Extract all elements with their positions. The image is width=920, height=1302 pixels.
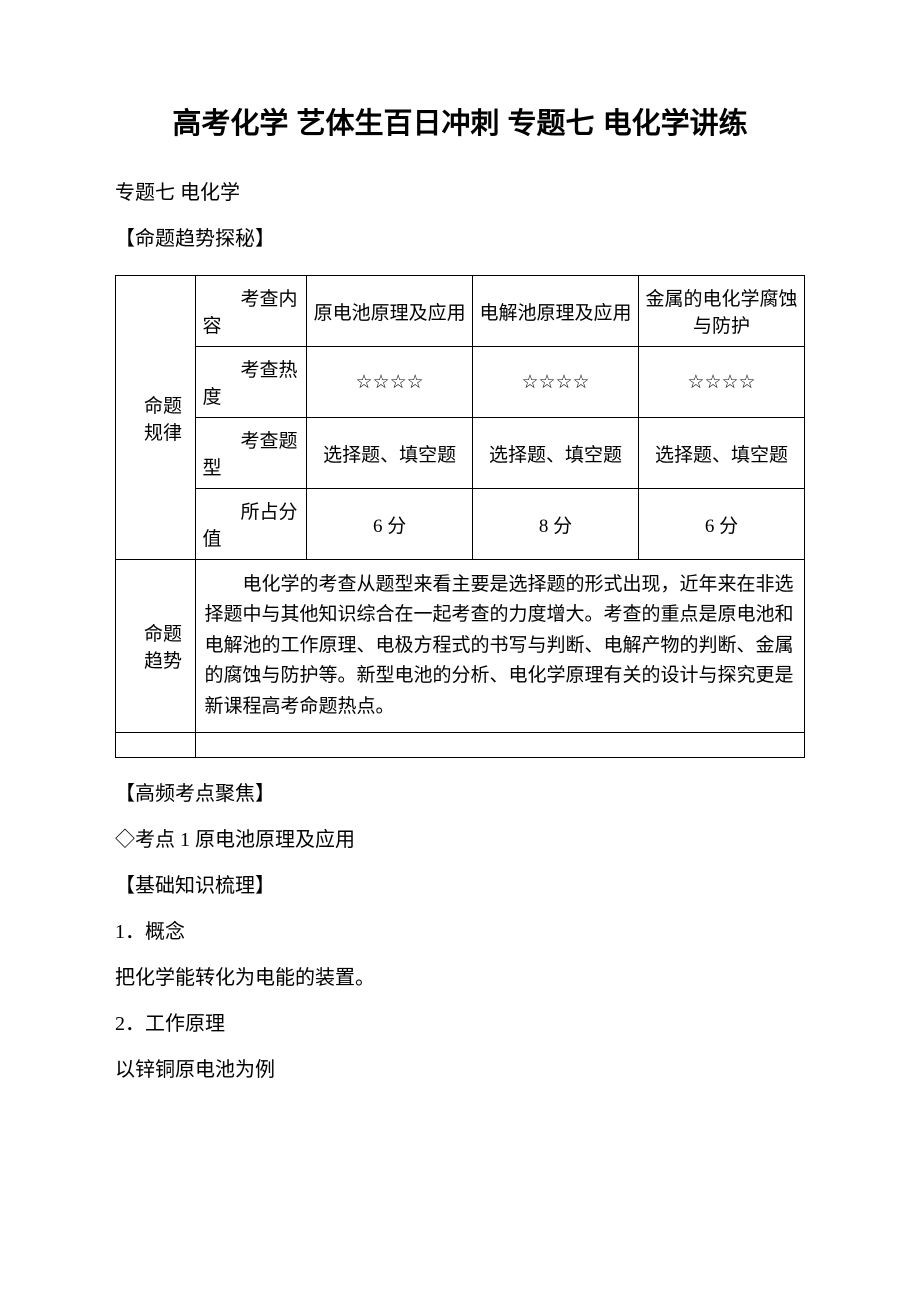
score-value-2: 8 分 bbox=[473, 489, 639, 560]
trend-table: 命题规律 考查内容 原电池原理及应用 电解池原理及应用 金属的电化学腐蚀与防护 … bbox=[115, 275, 805, 758]
heat-value-1: ☆☆☆☆ bbox=[307, 347, 473, 418]
row-label-rules: 命题规律 bbox=[116, 276, 196, 560]
table-row-empty bbox=[116, 732, 805, 757]
table-row: 考查热度 ☆☆☆☆ ☆☆☆☆ ☆☆☆☆ bbox=[116, 347, 805, 418]
section-heading-basics: 【基础知识梳理】 bbox=[75, 865, 845, 907]
empty-cell bbox=[116, 732, 196, 757]
section-heading-focus: 【高频考点聚焦】 bbox=[75, 773, 845, 815]
item-1-number: 1．概念 bbox=[75, 911, 845, 953]
header-heat: 考查热度 bbox=[196, 347, 307, 418]
exam-point-1: ◇考点 1 原电池原理及应用 bbox=[75, 819, 845, 861]
type-value-2: 选择题、填空题 bbox=[473, 418, 639, 489]
score-value-1: 6 分 bbox=[307, 489, 473, 560]
table-row: 所占分值 6 分 8 分 6 分 bbox=[116, 489, 805, 560]
heat-value-3: ☆☆☆☆ bbox=[639, 347, 805, 418]
empty-cell bbox=[196, 732, 805, 757]
header-score: 所占分值 bbox=[196, 489, 307, 560]
heat-value-2: ☆☆☆☆ bbox=[473, 347, 639, 418]
trend-text: 电化学的考查从题型来看主要是选择题的形式出现，近年来在非选择题中与其他知识综合在… bbox=[196, 560, 805, 733]
col-header-1: 原电池原理及应用 bbox=[307, 276, 473, 347]
score-value-3: 6 分 bbox=[639, 489, 805, 560]
table-row: 考查题型 选择题、填空题 选择题、填空题 选择题、填空题 bbox=[116, 418, 805, 489]
header-content: 考查内容 bbox=[196, 276, 307, 347]
item-1-text: 把化学能转化为电能的装置。 bbox=[75, 957, 845, 999]
col-header-3: 金属的电化学腐蚀与防护 bbox=[639, 276, 805, 347]
table-row: 命题规律 考查内容 原电池原理及应用 电解池原理及应用 金属的电化学腐蚀与防护 bbox=[116, 276, 805, 347]
col-header-2: 电解池原理及应用 bbox=[473, 276, 639, 347]
subtitle: 专题七 电化学 bbox=[75, 172, 845, 214]
trend-table-container: 命题规律 考查内容 原电池原理及应用 电解池原理及应用 金属的电化学腐蚀与防护 … bbox=[115, 275, 845, 758]
section-heading-trend: 【命题趋势探秘】 bbox=[75, 218, 845, 260]
page-title: 高考化学 艺体生百日冲刺 专题七 电化学讲练 bbox=[75, 100, 845, 142]
header-type: 考查题型 bbox=[196, 418, 307, 489]
item-2-text: 以锌铜原电池为例 bbox=[75, 1049, 845, 1091]
table-row: 命题趋势 电化学的考查从题型来看主要是选择题的形式出现，近年来在非选择题中与其他… bbox=[116, 560, 805, 733]
item-2-number: 2．工作原理 bbox=[75, 1003, 845, 1045]
row-label-trend: 命题趋势 bbox=[116, 560, 196, 733]
type-value-3: 选择题、填空题 bbox=[639, 418, 805, 489]
type-value-1: 选择题、填空题 bbox=[307, 418, 473, 489]
